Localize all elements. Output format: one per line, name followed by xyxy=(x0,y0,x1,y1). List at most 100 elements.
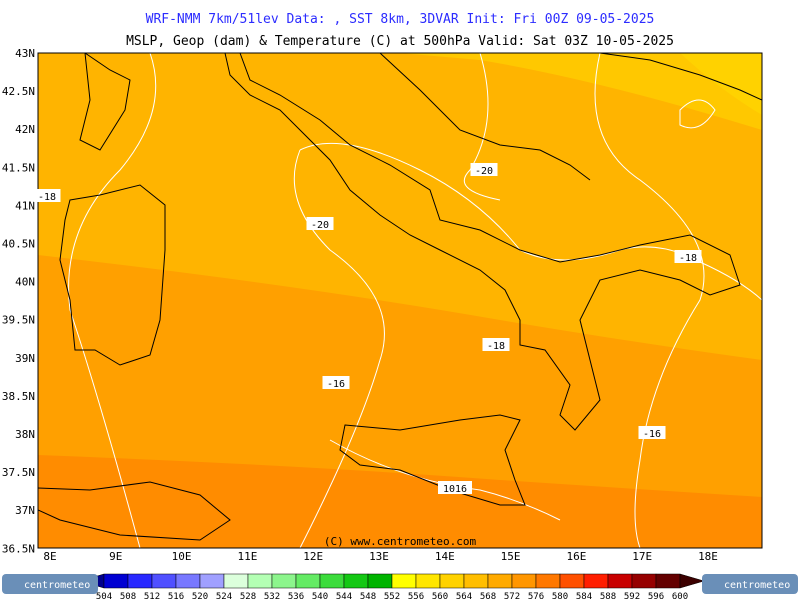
lat-label: 37.5N xyxy=(2,466,35,479)
lat-label: 42N xyxy=(15,123,35,136)
colorbar-label: 596 xyxy=(648,592,664,600)
colorbar-label: 532 xyxy=(264,592,280,600)
colorbar-cell xyxy=(463,573,489,589)
lat-label: 41N xyxy=(15,199,35,212)
colorbar-cell xyxy=(319,573,345,589)
contour-label-bg xyxy=(306,217,334,230)
map-frame xyxy=(37,52,763,549)
colorbar-cell xyxy=(511,573,537,589)
lon-label: 16E xyxy=(566,550,586,563)
contour-label-bg xyxy=(482,338,510,351)
contour-label: -16 xyxy=(643,429,661,440)
colorbar-label: 572 xyxy=(504,592,520,600)
colorbar-label: 524 xyxy=(216,592,232,600)
contour-label-bg xyxy=(638,426,666,439)
colorbar-label: 568 xyxy=(480,592,496,600)
colorbar-cell xyxy=(391,573,417,589)
colorbar-label: 520 xyxy=(192,592,208,600)
contour-label-bg xyxy=(470,163,498,176)
colorbar-label: 508 xyxy=(120,592,136,600)
contour-label-bg xyxy=(33,189,61,202)
colorbar-label: 576 xyxy=(528,592,544,600)
lat-labels: 43N 42.5N 42N 41.5N 41N 40.5N 40N 39.5N 39N 38.5N… xyxy=(2,47,35,555)
lat-label: 41.5N xyxy=(2,161,35,174)
colorbar-label: 544 xyxy=(336,592,352,600)
colorbar-cell xyxy=(367,573,393,589)
colorbar-cell xyxy=(439,573,465,589)
title-line-1: WRF-NMM 7km/51lev Data: , SST 8km, 3DVAR… xyxy=(146,12,655,27)
lat-label: 38N xyxy=(15,428,35,441)
colorbar-cell xyxy=(127,573,153,589)
lon-label: 9E xyxy=(109,550,122,563)
colorbar-label: 552 xyxy=(384,592,400,600)
contour-labels: -18 -20 -20 -18 -18 -16 -16 1016 xyxy=(33,163,702,495)
colorbar-cell xyxy=(295,573,321,589)
contour-label: -20 xyxy=(475,166,493,177)
colorbar-label: 504 xyxy=(96,592,112,600)
lat-label: 38.5N xyxy=(2,390,35,403)
colorbar-cell xyxy=(607,573,633,589)
contour-label-bg xyxy=(322,376,350,389)
colorbar-label: 588 xyxy=(600,592,616,600)
contour-label: -18 xyxy=(487,341,505,352)
contour-label: -16 xyxy=(327,379,345,390)
colorbar-cell xyxy=(415,573,441,589)
lat-label: 39N xyxy=(15,352,35,365)
lon-label: 11E xyxy=(237,550,257,563)
colorbar-label: 560 xyxy=(432,592,448,600)
lon-label: 10E xyxy=(172,550,192,563)
colorbar: 504 508 512 516 520 524 528 532 536 540 544 548 552 5… xyxy=(79,573,705,602)
colorbar-label: 600 xyxy=(672,592,688,600)
lat-label: 36.5N xyxy=(2,542,35,555)
contour-label-bg xyxy=(438,481,472,494)
colorbar-cell xyxy=(559,573,585,589)
colorbar-label: 592 xyxy=(624,592,640,600)
colorbar-cell xyxy=(487,573,513,589)
colorbar-cell xyxy=(103,573,129,589)
colorbar-label: 512 xyxy=(144,592,160,600)
lat-label: 42.5N xyxy=(2,85,35,98)
contour-label-bg xyxy=(674,250,702,263)
contour-label: 1016 xyxy=(443,484,467,495)
colorbar-label: 580 xyxy=(552,592,568,600)
colorbar-cell xyxy=(247,573,273,589)
lon-label: 14E xyxy=(435,550,455,563)
lon-label: 17E xyxy=(632,550,652,563)
colorbar-cell xyxy=(151,573,177,589)
colorbar-cell xyxy=(535,573,561,589)
contour-label: -18 xyxy=(38,192,56,203)
logo-right: centrometeo xyxy=(724,580,790,591)
colorbar-cell xyxy=(583,573,609,589)
lat-label: 37N xyxy=(15,504,35,517)
colorbar-cell xyxy=(223,573,249,589)
colorbar-cell xyxy=(631,573,657,589)
lat-label: 40N xyxy=(15,276,35,289)
lat-label: 40.5N xyxy=(2,238,35,251)
lat-label: 43N xyxy=(15,47,35,60)
map-area xyxy=(38,53,762,548)
colorbar-label: 548 xyxy=(360,592,376,600)
colorbar-cell xyxy=(343,573,369,589)
colorbar-label: 540 xyxy=(312,592,328,600)
colorbar-label: 528 xyxy=(240,592,256,600)
colorbar-label: 516 xyxy=(168,592,184,600)
colorbar-label: 584 xyxy=(576,592,592,600)
contour-label: -20 xyxy=(311,220,329,231)
lon-labels: 8E 9E 10E 11E 12E 13E 14E 15E 16E 17E 18E xyxy=(43,550,718,563)
lon-label: 13E xyxy=(369,550,389,563)
colorbar-label: 556 xyxy=(408,592,424,600)
copyright: (C) www.centrometeo.com xyxy=(324,535,477,548)
colorbar-label: 564 xyxy=(456,592,472,600)
lon-label: 18E xyxy=(698,550,718,563)
lat-label: 39.5N xyxy=(2,314,35,327)
colorbar-cell xyxy=(175,573,201,589)
title-line-2: MSLP, Geop (dam) & Temperature (C) at 50… xyxy=(126,34,674,49)
logo-left-bg xyxy=(2,574,98,594)
colorbar-label: 536 xyxy=(288,592,304,600)
colorbar-cell xyxy=(271,573,297,589)
colorbar-cell xyxy=(199,573,225,589)
lon-label: 12E xyxy=(303,550,323,563)
colorbar-cell xyxy=(655,573,681,589)
contour-label: -18 xyxy=(679,253,697,264)
